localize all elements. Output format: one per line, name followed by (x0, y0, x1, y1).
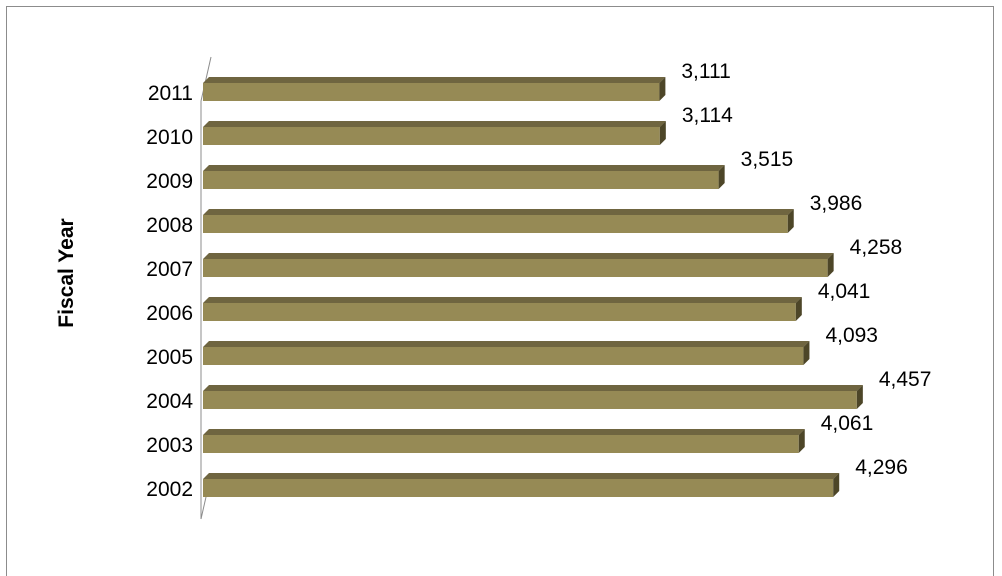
data-label-2005: 4,093 (825, 324, 878, 347)
bar-top-2007 (203, 253, 834, 259)
bar-top-2006 (203, 297, 802, 303)
tick-label-2005: 2005 (146, 346, 193, 369)
bar-end-2010 (659, 121, 666, 145)
tick-label-2010: 2010 (146, 126, 193, 149)
bar-2009 (203, 171, 719, 189)
bar-end-2008 (787, 209, 794, 233)
bar-end-2004 (856, 385, 863, 409)
y-axis-title: Fiscal Year (55, 218, 78, 327)
tick-label-2011: 2011 (148, 82, 193, 105)
bar-2002 (203, 479, 834, 497)
data-label-2002: 4,296 (855, 456, 908, 479)
bar-top-2008 (203, 209, 794, 215)
bar-end-2006 (795, 297, 802, 321)
tick-label-2002: 2002 (146, 478, 193, 501)
bar-top-2009 (203, 165, 725, 171)
labels-layer: 2002 4,296 2003 4,061 2004 4,457 2005 4,093 2006… (146, 60, 931, 501)
tick-label-2006: 2006 (146, 302, 193, 325)
data-label-2011: 3,111 (681, 60, 730, 83)
tick-label-2004: 2004 (146, 390, 193, 413)
bar-end-2003 (798, 429, 805, 453)
bar-2007 (203, 259, 828, 277)
bar-2010 (203, 127, 660, 145)
bar-2005 (203, 347, 804, 365)
bar-2011 (203, 83, 660, 101)
bar-top-2005 (203, 341, 810, 347)
bars-layer (203, 77, 863, 497)
bar-top-2011 (203, 77, 666, 83)
tick-label-2008: 2008 (146, 214, 193, 237)
tick-label-2003: 2003 (146, 434, 193, 457)
data-label-2009: 3,515 (741, 148, 794, 171)
data-label-2004: 4,457 (879, 368, 932, 391)
tick-label-2007: 2007 (146, 258, 193, 281)
bar-end-2011 (659, 77, 666, 101)
y-axis-depth-line (200, 56, 212, 102)
data-label-2007: 4,258 (850, 236, 903, 259)
bar-2008 (203, 215, 788, 233)
bar-2004 (203, 391, 857, 409)
bar-top-2004 (203, 385, 863, 391)
bar-top-2003 (203, 429, 805, 435)
bar-2003 (203, 435, 799, 453)
bar-2006 (203, 303, 796, 321)
bar-end-2009 (718, 165, 725, 189)
bar-end-2007 (827, 253, 834, 277)
tick-label-2009: 2009 (146, 170, 193, 193)
data-label-2008: 3,986 (810, 192, 863, 215)
data-label-2010: 3,114 (682, 104, 733, 127)
data-label-2006: 4,041 (818, 280, 871, 303)
bar-top-2002 (203, 473, 840, 479)
bar-top-2010 (203, 121, 666, 127)
bar-end-2005 (803, 341, 810, 365)
data-label-2003: 4,061 (821, 412, 874, 435)
bar-end-2002 (833, 473, 840, 497)
